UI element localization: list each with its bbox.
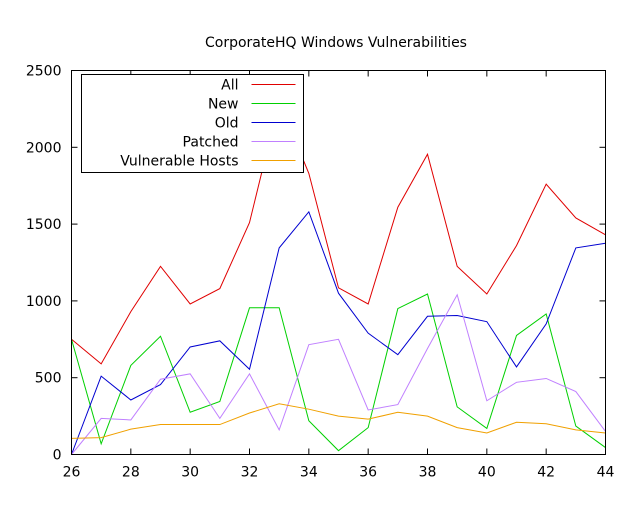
x-tick-label: 32 — [241, 465, 259, 481]
y-tick-label: 0 — [53, 448, 62, 464]
legend-label-vulnerable-hosts: Vulnerable Hosts — [120, 154, 238, 170]
plot-area-frame — [71, 70, 606, 455]
series-line-all — [71, 99, 606, 365]
y-tick-label: 1500 — [26, 217, 62, 233]
legend-box — [81, 74, 304, 173]
series-line-vulnerable-hosts — [71, 403, 606, 439]
series-lines — [71, 99, 606, 455]
series-line-old — [71, 210, 606, 455]
legend-label-patched: Patched — [183, 135, 239, 151]
legend-label-new: New — [208, 97, 239, 113]
x-tick-label: 26 — [63, 465, 81, 481]
y-tick-label: 2500 — [26, 64, 62, 80]
x-tick-label: 36 — [359, 465, 377, 481]
x-tick-label: 38 — [419, 465, 437, 481]
x-tick-label: 30 — [181, 465, 199, 481]
x-tick-label: 44 — [597, 465, 615, 481]
series-line-new — [71, 293, 606, 452]
x-tick-label: 42 — [537, 465, 555, 481]
x-tick-label: 40 — [478, 465, 496, 481]
y-tick-label: 2000 — [26, 140, 62, 156]
x-axis-ticks: 26 28 30 32 34 36 38 40 42 44 — [63, 70, 615, 481]
chart-title: CorporateHQ Windows Vulnerabilities — [205, 35, 467, 51]
legend: All New Old Patched Vulnerable Hosts — [81, 74, 304, 173]
x-tick-label: 34 — [300, 465, 318, 481]
y-axis-ticks: 0 500 1000 1500 2000 2500 — [26, 64, 606, 464]
series-line-patched — [71, 293, 606, 455]
legend-label-old: Old — [215, 116, 239, 132]
legend-label-all: All — [221, 78, 238, 94]
y-tick-label: 1000 — [26, 294, 62, 310]
x-tick-label: 28 — [122, 465, 140, 481]
y-tick-label: 500 — [35, 371, 62, 387]
